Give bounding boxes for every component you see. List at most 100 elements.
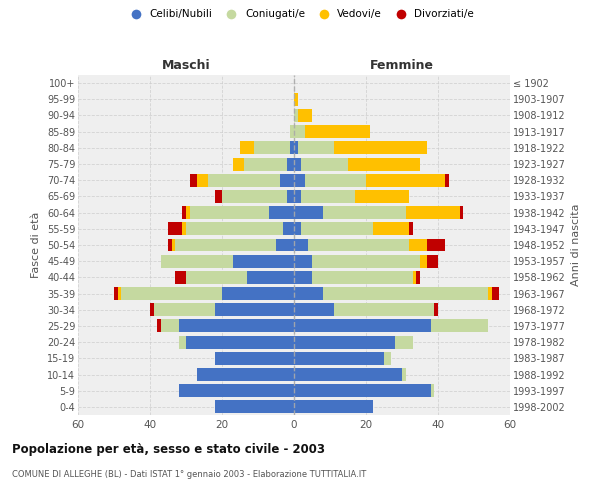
Bar xyxy=(298,142,334,154)
Bar xyxy=(290,125,294,138)
Bar xyxy=(247,271,294,284)
Bar xyxy=(287,190,294,203)
Bar xyxy=(197,174,208,186)
Bar xyxy=(215,400,294,413)
Bar xyxy=(301,190,355,203)
Bar xyxy=(294,336,395,348)
Bar xyxy=(431,384,434,397)
Bar xyxy=(215,190,222,203)
Bar xyxy=(168,222,182,235)
Text: Popolazione per età, sesso e stato civile - 2003: Popolazione per età, sesso e stato civil… xyxy=(12,442,325,456)
Bar xyxy=(190,206,269,219)
Bar xyxy=(301,222,373,235)
Bar xyxy=(294,222,301,235)
Bar xyxy=(269,206,294,219)
Bar xyxy=(416,271,420,284)
Bar xyxy=(294,158,301,170)
Bar xyxy=(492,287,499,300)
Bar xyxy=(294,254,312,268)
Bar xyxy=(222,190,287,203)
Bar xyxy=(233,254,294,268)
Bar xyxy=(395,336,413,348)
Bar xyxy=(179,320,294,332)
Bar xyxy=(276,238,294,252)
Bar xyxy=(208,174,280,186)
Bar xyxy=(179,336,186,348)
Bar xyxy=(294,271,312,284)
Bar xyxy=(186,271,247,284)
Bar xyxy=(294,142,298,154)
Bar xyxy=(121,287,222,300)
Bar xyxy=(283,222,294,235)
Bar xyxy=(402,368,406,381)
Text: Maschi: Maschi xyxy=(161,59,211,72)
Bar xyxy=(305,174,366,186)
Bar xyxy=(175,238,276,252)
Bar xyxy=(215,304,294,316)
Bar xyxy=(294,384,431,397)
Bar xyxy=(254,142,290,154)
Bar xyxy=(186,206,190,219)
Bar xyxy=(294,238,308,252)
Bar xyxy=(431,320,488,332)
Bar xyxy=(182,222,186,235)
Bar xyxy=(294,125,305,138)
Bar xyxy=(114,287,118,300)
Bar xyxy=(312,271,413,284)
Bar xyxy=(287,158,294,170)
Bar xyxy=(305,125,370,138)
Bar xyxy=(182,206,186,219)
Bar xyxy=(118,287,121,300)
Bar xyxy=(488,287,492,300)
Bar xyxy=(175,271,186,284)
Bar xyxy=(355,190,409,203)
Bar xyxy=(384,352,391,365)
Bar xyxy=(154,304,215,316)
Bar xyxy=(366,174,445,186)
Bar xyxy=(323,206,406,219)
Bar xyxy=(172,238,175,252)
Bar xyxy=(413,271,416,284)
Bar xyxy=(294,93,298,106)
Bar xyxy=(280,174,294,186)
Bar xyxy=(294,352,384,365)
Bar xyxy=(294,304,334,316)
Bar xyxy=(409,238,427,252)
Bar xyxy=(294,400,373,413)
Bar xyxy=(290,142,294,154)
Y-axis label: Fasce di età: Fasce di età xyxy=(31,212,41,278)
Bar xyxy=(406,206,460,219)
Bar xyxy=(348,158,420,170)
Bar xyxy=(298,109,312,122)
Bar xyxy=(294,206,323,219)
Bar xyxy=(301,158,348,170)
Bar xyxy=(427,238,445,252)
Bar xyxy=(161,254,233,268)
Text: Femmine: Femmine xyxy=(370,59,434,72)
Bar xyxy=(222,287,294,300)
Bar xyxy=(294,287,323,300)
Bar xyxy=(186,336,294,348)
Bar xyxy=(409,222,413,235)
Bar xyxy=(197,368,294,381)
Bar xyxy=(323,287,488,300)
Bar xyxy=(294,320,431,332)
Bar xyxy=(427,254,438,268)
Bar xyxy=(294,368,402,381)
Bar xyxy=(373,222,409,235)
Y-axis label: Anni di nascita: Anni di nascita xyxy=(571,204,581,286)
Bar xyxy=(168,238,172,252)
Bar xyxy=(190,174,197,186)
Bar xyxy=(179,384,294,397)
Bar xyxy=(434,304,438,316)
Bar xyxy=(233,158,244,170)
Bar xyxy=(294,190,301,203)
Bar xyxy=(460,206,463,219)
Bar xyxy=(312,254,420,268)
Bar xyxy=(157,320,161,332)
Bar xyxy=(161,320,179,332)
Bar xyxy=(294,174,305,186)
Bar xyxy=(445,174,449,186)
Bar xyxy=(420,254,427,268)
Bar xyxy=(150,304,154,316)
